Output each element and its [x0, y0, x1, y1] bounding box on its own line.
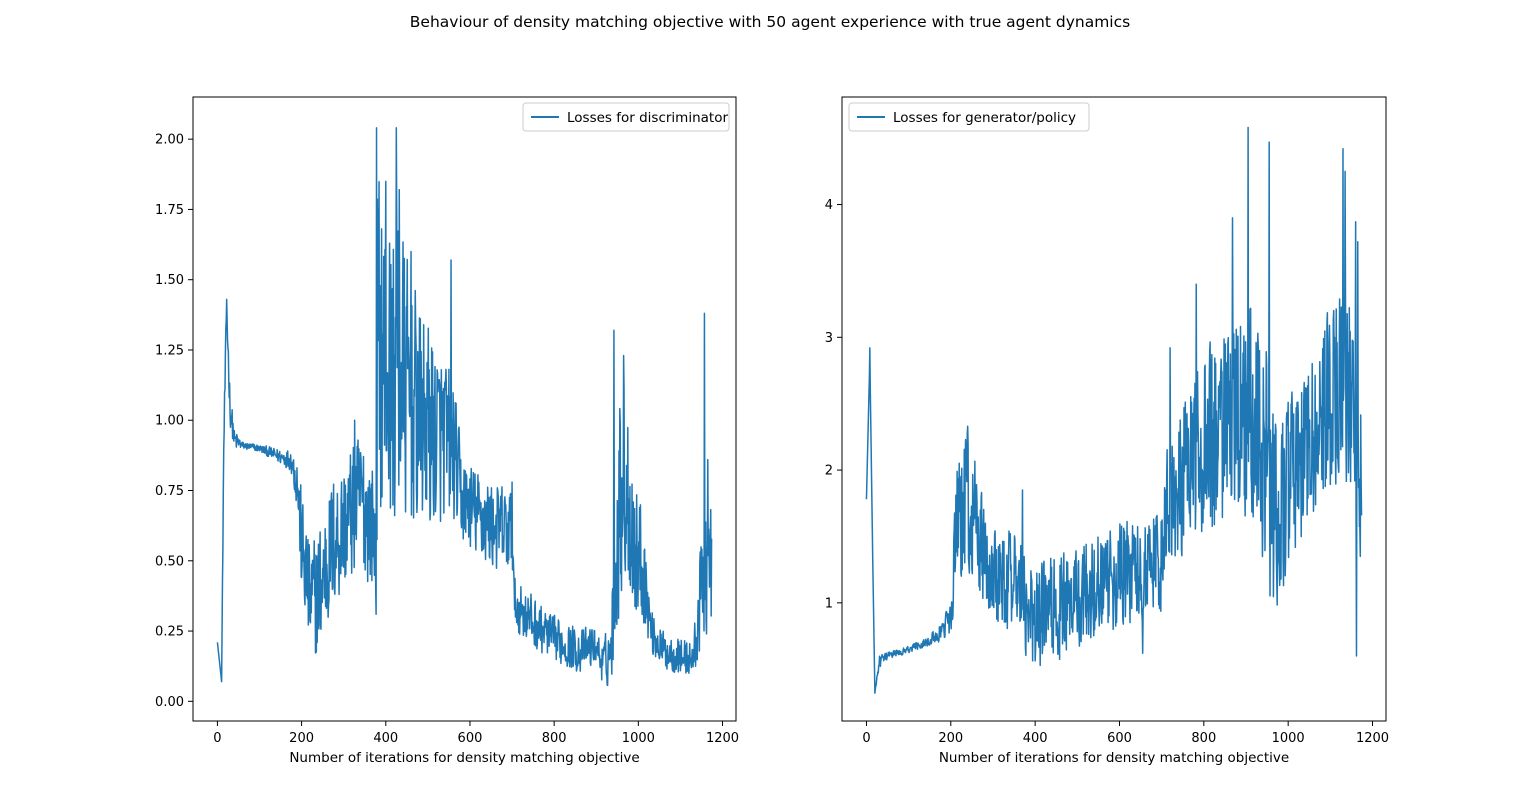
x-tick-label: 0 — [213, 731, 221, 746]
axes-frame — [192, 96, 737, 722]
x-tick-label: 800 — [542, 731, 567, 746]
discriminator-loss-chart: 0 200 400 600 800 1000 1200 0.00 0.25 0.50 0.75 1.0… — [155, 96, 739, 766]
y-tick-label: 1.00 — [155, 414, 184, 429]
legend-label: Losses for discriminator — [567, 110, 728, 126]
y-tick-label: 4 — [825, 198, 833, 213]
y-tick-label: 1.75 — [155, 203, 184, 218]
y-tick-label: 1.50 — [155, 273, 184, 288]
generator-loss-chart: 0 200 400 600 800 1000 1200 1 2 3 4 Number of itera… — [825, 96, 1389, 766]
x-tick-label: 400 — [373, 731, 398, 746]
x-tick-label: 1000 — [1272, 731, 1305, 746]
series-line-0 — [216, 127, 713, 687]
legend-box — [848, 102, 1090, 132]
x-tick-label: 400 — [1023, 731, 1048, 746]
x-tick-label: 1000 — [622, 731, 655, 746]
legend-label: Losses for generator/policy — [893, 110, 1076, 126]
y-tick-label: 0.50 — [155, 554, 184, 569]
x-tick-label: 200 — [938, 731, 963, 746]
y-tick-label: 0.00 — [155, 695, 184, 710]
y-tick-label: 1.25 — [155, 343, 184, 358]
y-tick-label: 3 — [825, 331, 833, 346]
x-tick-label: 0 — [862, 731, 870, 746]
legend: Losses for discriminator — [522, 102, 730, 132]
x-tick-label: 800 — [1191, 731, 1216, 746]
y-tick-label: 2.00 — [155, 133, 184, 148]
legend: Losses for generator/policy — [848, 102, 1090, 132]
axes-frame — [841, 96, 1387, 722]
y-tick-label: 1 — [825, 596, 833, 611]
legend-box — [522, 102, 730, 132]
x-axis-label: Number of iterations for density matchin… — [289, 750, 639, 766]
x-tick-label: 600 — [1107, 731, 1132, 746]
y-tick-label: 0.75 — [155, 484, 184, 499]
y-tick-label: 0.25 — [155, 625, 184, 640]
series-line-0 — [865, 126, 1363, 694]
x-tick-label: 200 — [289, 731, 314, 746]
y-tick-label: 2 — [825, 464, 833, 479]
x-axis-label: Number of iterations for density matchin… — [939, 750, 1289, 766]
figure-title: Behaviour of density matching objective … — [410, 13, 1130, 31]
x-tick-label: 600 — [458, 731, 483, 746]
x-tick-label: 1200 — [706, 731, 739, 746]
x-tick-label: 1200 — [1356, 731, 1389, 746]
